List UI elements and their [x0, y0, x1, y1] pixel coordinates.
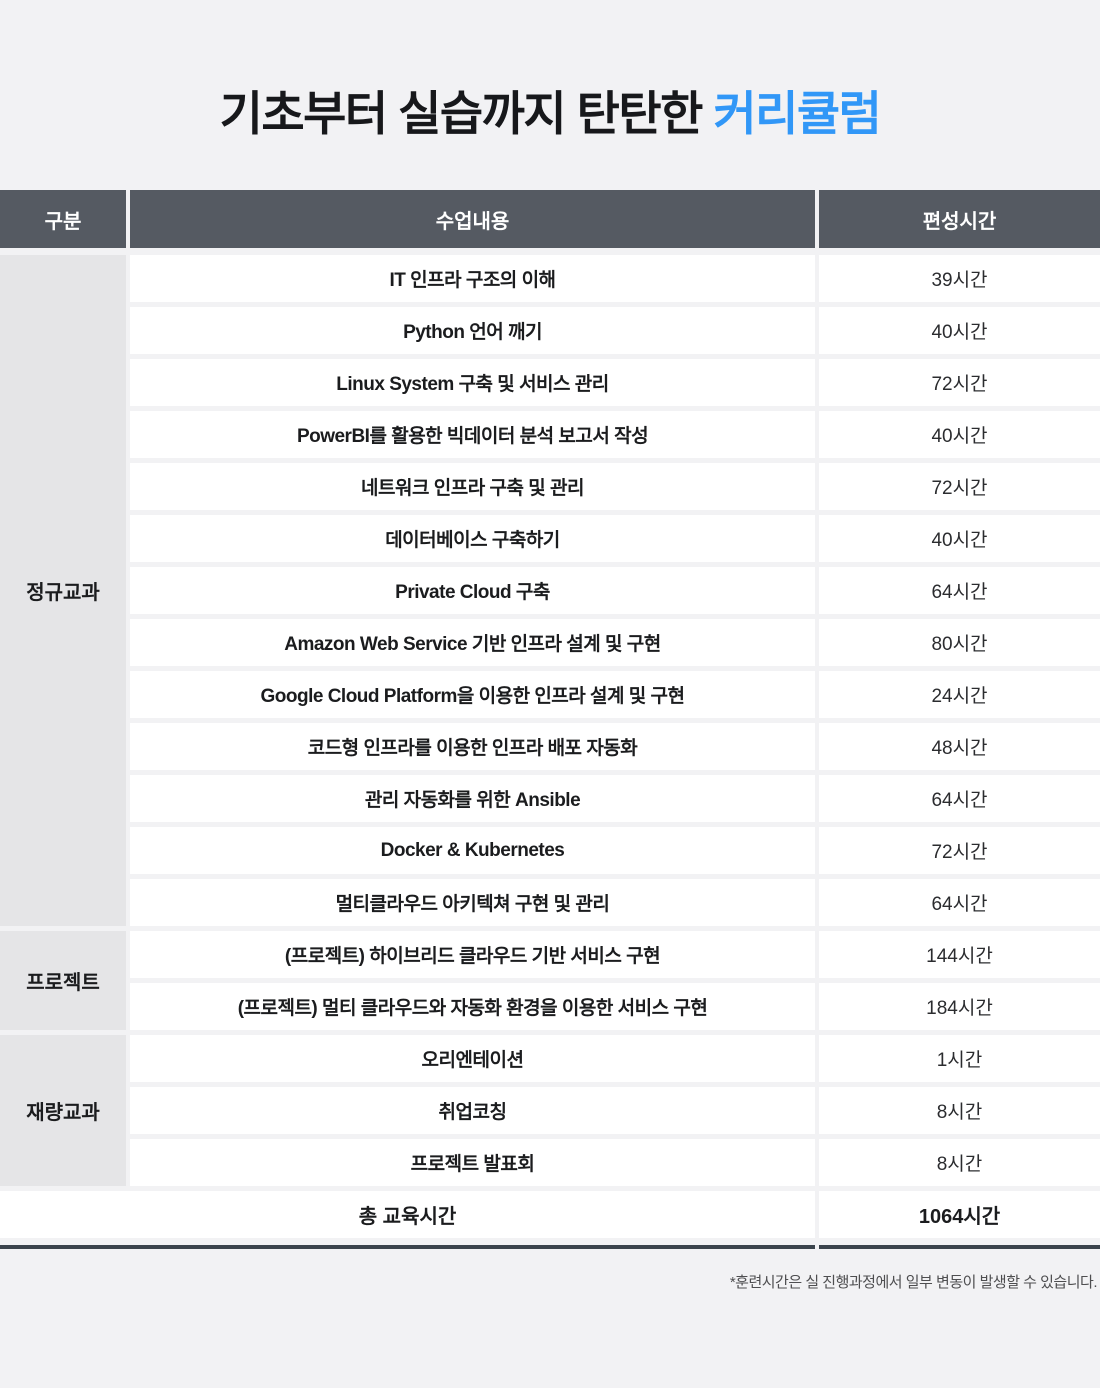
page-title: 기초부터 실습까지 탄탄한 커리큘럼 [0, 0, 1100, 142]
course-content-cell: 취업코칭 [130, 1087, 815, 1135]
course-hours-cell: 72시간 [819, 463, 1100, 511]
course-content-cell: Docker & Kubernetes [130, 827, 815, 875]
course-hours-cell: 72시간 [819, 827, 1100, 875]
bottom-rule-left [0, 1245, 815, 1250]
total-label-cell: 총 교육시간 [0, 1191, 815, 1239]
course-hours-cell: 144시간 [819, 931, 1100, 979]
course-content-cell: 네트워크 인프라 구축 및 관리 [130, 463, 815, 511]
table-header-row: 구분 수업내용 편성시간 [0, 190, 1100, 249]
table-body: 정규교과 IT 인프라 구조의 이해 39시간 Python 언어 깨기 40시간 Lin… [0, 255, 1100, 1187]
total-hours-cell: 1064시간 [819, 1191, 1100, 1239]
total-row: 총 교육시간 1064시간 [0, 1191, 1100, 1239]
course-hours-cell: 40시간 [819, 411, 1100, 459]
course-hours-cell: 64시간 [819, 775, 1100, 823]
category-group-cell: 재량교과 [0, 1035, 126, 1187]
course-hours-cell: 64시간 [819, 879, 1100, 927]
course-hours-cell: 40시간 [819, 515, 1100, 563]
bottom-rule-right [819, 1245, 1100, 1250]
course-hours-cell: 72시간 [819, 359, 1100, 407]
course-content-cell: 오리엔테이션 [130, 1035, 815, 1083]
course-hours-cell: 64시간 [819, 567, 1100, 615]
bottom-rule [0, 1245, 1100, 1250]
footnote: *훈련시간은 실 진행과정에서 일부 변동이 발생할 수 있습니다. [729, 1274, 1098, 1292]
category-group-cell: 정규교과 [0, 255, 126, 927]
course-content-cell: 코드형 인프라를 이용한 인프라 배포 자동화 [130, 723, 815, 771]
course-content-cell: (프로젝트) 멀티 클라우드와 자동화 환경을 이용한 서비스 구현 [130, 983, 815, 1031]
course-content-cell: (프로젝트) 하이브리드 클라우드 기반 서비스 구현 [130, 931, 815, 979]
page-title-highlight: 커리큘럼 [713, 87, 881, 140]
course-hours-cell: 39시간 [819, 255, 1100, 303]
course-content-cell: Linux System 구축 및 서비스 관리 [130, 359, 815, 407]
course-hours-cell: 24시간 [819, 671, 1100, 719]
category-group-cell: 프로젝트 [0, 931, 126, 1031]
course-content-cell: IT 인프라 구조의 이해 [130, 255, 815, 303]
header-cell-content: 수업내용 [130, 190, 815, 249]
course-content-cell: 관리 자동화를 위한 Ansible [130, 775, 815, 823]
header-cell-hours: 편성시간 [819, 190, 1100, 249]
course-content-cell: 멀티클라우드 아키텍쳐 구현 및 관리 [130, 879, 815, 927]
course-content-cell: Google Cloud Platform을 이용한 인프라 설계 및 구현 [130, 671, 815, 719]
course-hours-cell: 8시간 [819, 1087, 1100, 1135]
header-cell-category: 구분 [0, 190, 126, 249]
course-hours-cell: 80시간 [819, 619, 1100, 667]
course-content-cell: Private Cloud 구축 [130, 567, 815, 615]
course-content-cell: Python 언어 깨기 [130, 307, 815, 355]
course-hours-cell: 40시간 [819, 307, 1100, 355]
course-hours-cell: 1시간 [819, 1035, 1100, 1083]
course-content-cell: 프로젝트 발표회 [130, 1139, 815, 1187]
course-content-cell: PowerBI를 활용한 빅데이터 분석 보고서 작성 [130, 411, 815, 459]
course-hours-cell: 184시간 [819, 983, 1100, 1031]
course-content-cell: 데이터베이스 구축하기 [130, 515, 815, 563]
page-title-prefix: 기초부터 실습까지 탄탄한 [219, 87, 714, 140]
course-content-cell: Amazon Web Service 기반 인프라 설계 및 구현 [130, 619, 815, 667]
course-hours-cell: 48시간 [819, 723, 1100, 771]
course-hours-cell: 8시간 [819, 1139, 1100, 1187]
